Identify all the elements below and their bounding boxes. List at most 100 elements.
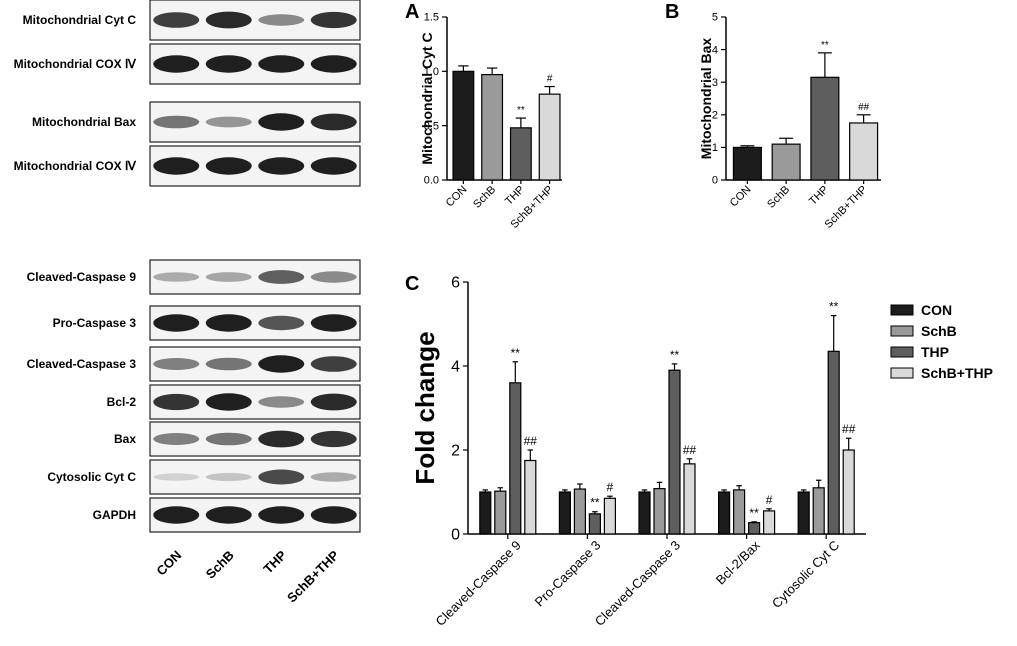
chart-b-mitochondrial-bax: B Mitochondrial Bax 0 1 2 3 4 5 CON SchB ** THP ##… [665, 1, 881, 231]
blot-band [205, 393, 252, 411]
blot-band [310, 506, 357, 524]
blot-band [205, 314, 252, 332]
chart-b-bar [771, 143, 801, 181]
chart-a-ytick-label: 0.5 [424, 120, 439, 132]
blot-band [258, 270, 305, 284]
chart-c-bar [494, 490, 507, 535]
blot-row-label: GAPDH [93, 508, 136, 522]
chart-c-bar [683, 463, 696, 535]
blot-band [258, 469, 305, 485]
blot-band [205, 432, 252, 446]
blot-band [153, 393, 200, 411]
blot-row-label: Cleaved-Caspase 3 [27, 357, 137, 371]
blot-row-label: Mitochondrial Cyt C [23, 13, 137, 27]
chart-c-bar [558, 491, 572, 535]
legend-label: THP [921, 344, 949, 360]
chart-c-bar [603, 497, 617, 535]
chart-a-ylabel: Mitochondrial Cyt C [419, 32, 435, 164]
chart-b-bar [849, 122, 879, 181]
chart-c-significance-label: ** [829, 300, 839, 314]
legend-label: CON [921, 302, 952, 318]
chart-c-significance-label: ** [749, 506, 759, 520]
chart-b-ytick-label: 5 [712, 12, 718, 24]
blot-band [153, 433, 200, 445]
chart-c-category-label: Cleaved-Caspase 3 [592, 538, 683, 629]
chart-c-significance-label: ## [683, 443, 697, 457]
chart-c-ytick-label: 6 [451, 274, 460, 291]
chart-c-bar [717, 491, 731, 535]
chart-b-ytick-label: 0 [712, 175, 718, 187]
chart-c-bar [638, 491, 651, 535]
chart-a-ytick-label: 1.5 [424, 12, 439, 24]
blot-row-label: Cleaved-Caspase 9 [27, 270, 137, 284]
blot-row-label: Mitochondrial COX Ⅳ [14, 57, 137, 71]
chart-c-ylabel: Fold change [410, 331, 440, 484]
blot-lane-label: SchB+THP [284, 547, 342, 605]
chart-c-category-label: Cytosolic Cyt C [769, 538, 842, 611]
chart-c-bar [653, 488, 666, 535]
chart-c-bar [588, 513, 602, 535]
blot-row-label: Pro-Caspase 3 [53, 316, 137, 330]
chart-a-significance-label: # [547, 74, 553, 85]
chart-a-bar [452, 70, 475, 181]
blot-band [205, 55, 252, 73]
chart-b-ytick-label: 1 [712, 142, 718, 154]
chart-c-bar [747, 522, 761, 535]
legend-label: SchB+THP [921, 365, 993, 381]
chart-b-ytick-label: 4 [712, 44, 718, 56]
chart-c-significance-label: ## [524, 434, 538, 448]
chart-c-legend: CON SchB THP SchB+THP [890, 302, 993, 381]
blot-band [310, 472, 357, 482]
blot-band [310, 356, 357, 372]
blot-band [205, 157, 252, 175]
chart-c-bar [812, 487, 825, 535]
chart-b-category-label: CON [728, 184, 754, 210]
chart-c-significance-label: # [607, 480, 614, 494]
chart-a-category-label: CON [444, 184, 470, 210]
chart-a-category-label: THP [503, 184, 527, 208]
blot-lane-label: THP [260, 547, 289, 576]
blot-band [310, 430, 357, 448]
chart-c-significance-label: ** [511, 346, 521, 360]
blot-band [153, 12, 200, 28]
legend-swatch [890, 346, 914, 358]
chart-c-bar [524, 459, 537, 535]
chart-a-ytick-label: 0.0 [424, 175, 439, 187]
chart-b-ytick-label: 3 [712, 77, 718, 89]
blot-lane-label: SchB [203, 548, 237, 582]
blot-band [205, 272, 252, 282]
chart-b-ytick-label: 2 [712, 109, 718, 121]
chart-b-bar [810, 76, 840, 181]
blot-band [153, 115, 200, 129]
chart-a-ytick-label: 1.0 [424, 66, 439, 78]
chart-c-ytick-label: 2 [451, 442, 460, 459]
mitochondrial-blot-panel: Mitochondrial Cyt C Mitochondrial COX Ⅳ Mi… [14, 0, 361, 187]
blot-band [258, 55, 305, 73]
chart-c-bar [509, 382, 522, 535]
blot-band [153, 157, 200, 175]
chart-c-bar [668, 369, 681, 535]
chart-b-bar [732, 146, 762, 181]
chart-c-category-label: Bcl-2/Bax [713, 537, 763, 587]
legend-swatch [890, 367, 914, 379]
blot-band [205, 11, 252, 29]
chart-c-category-label: Cleaved-Caspase 9 [433, 538, 524, 629]
blot-band [258, 315, 305, 331]
blot-band [153, 314, 200, 332]
legend-swatch [890, 304, 914, 316]
blot-band [258, 430, 305, 448]
chart-c-category-label: Pro-Caspase 3 [532, 538, 604, 610]
blot-band [258, 506, 305, 524]
blot-band [258, 113, 305, 131]
blot-row-label: Mitochondrial Bax [32, 115, 136, 129]
blot-band [153, 506, 200, 524]
blot-band [205, 357, 252, 371]
chart-a-mitochondrial-cyt-c: A Mitochondrial Cyt C 0.0 0.5 1.0 1.5 CON Sch… [405, 1, 562, 231]
chart-c-ytick-label: 0 [451, 526, 460, 543]
chart-b-ylabel: Mitochondrial Bax [698, 38, 714, 160]
blot-band [310, 55, 357, 73]
blot-band [310, 157, 357, 175]
blot-band [258, 396, 305, 408]
blot-row-label: Mitochondrial COX Ⅳ [14, 159, 137, 173]
chart-a-bar [509, 127, 532, 181]
